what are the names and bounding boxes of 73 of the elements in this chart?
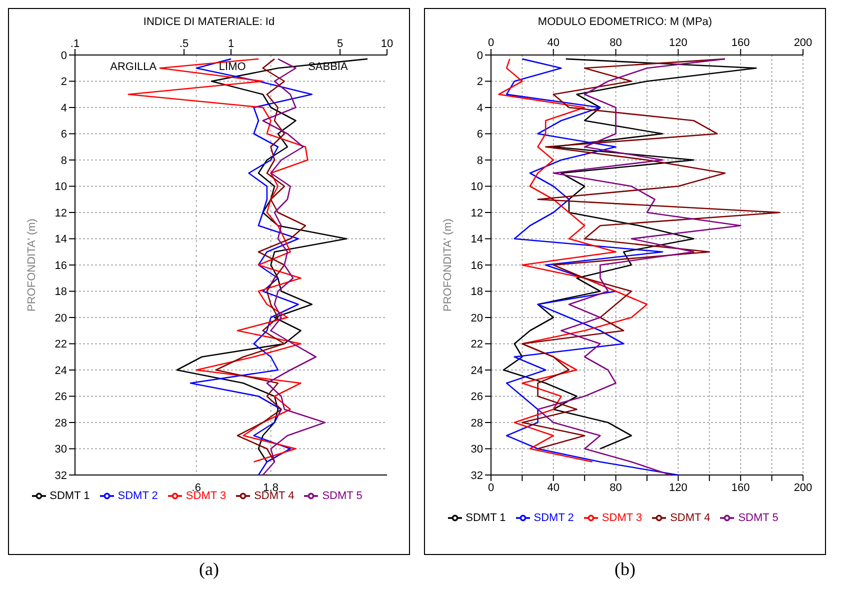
x-tick-label: .1 bbox=[70, 38, 80, 50]
y-tick-label: 0 bbox=[476, 50, 483, 62]
x-tick-label: 120 bbox=[669, 37, 688, 49]
legend-label: SDMT 3 bbox=[602, 512, 642, 524]
legend-label: SDMT 2 bbox=[118, 490, 158, 502]
y-tick-label: 24 bbox=[470, 364, 483, 377]
y-tick-label: 4 bbox=[476, 102, 483, 114]
y-tick-label: 2 bbox=[476, 76, 483, 88]
x2-tick-label: 120 bbox=[669, 482, 688, 494]
line-series bbox=[537, 58, 742, 475]
line-series bbox=[502, 58, 757, 450]
y-tick-label: 30 bbox=[470, 444, 483, 456]
y-tick-label: 32 bbox=[470, 470, 483, 482]
y-tick-label: 26 bbox=[470, 391, 483, 404]
y-tick-label: 18 bbox=[470, 286, 483, 298]
y-tick-label: 8 bbox=[476, 154, 483, 167]
x2-tick-label: 0 bbox=[488, 482, 494, 494]
x2-tick-label: 80 bbox=[610, 482, 622, 494]
y-axis-title: PROFONDITA' (m) bbox=[26, 218, 38, 312]
x2-tick-label: 160 bbox=[731, 482, 750, 494]
legend-label: SDMT 4 bbox=[670, 512, 710, 524]
y-axis-title: PROFONDITA' (m) bbox=[442, 218, 454, 312]
x-tick-label: 0 bbox=[488, 37, 494, 49]
x-tick-label: 40 bbox=[547, 37, 560, 49]
y-tick-label: 16 bbox=[470, 260, 483, 272]
y-tick-label: 30 bbox=[54, 444, 67, 456]
annotation: LIMO bbox=[218, 61, 246, 73]
y-tick-label: 20 bbox=[470, 312, 483, 324]
y-tick-label: 14 bbox=[470, 234, 483, 246]
y-tick-label: 8 bbox=[60, 154, 67, 167]
legend-label: SDMT 1 bbox=[466, 512, 506, 524]
chart-title: INDICE DI MATERIALE: Id bbox=[142, 15, 276, 29]
x2-tick-label: 200 bbox=[794, 482, 812, 494]
text: (b) bbox=[614, 559, 636, 580]
legend-label: SDMT 1 bbox=[50, 490, 90, 502]
line-series bbox=[498, 58, 648, 463]
x-tick-label: 80 bbox=[610, 37, 622, 49]
annotation: ARGILLA bbox=[110, 61, 157, 73]
chart-title: MODULO EDOMETRICO: M (MPa) bbox=[536, 15, 714, 29]
x-tick-label: 1 bbox=[228, 38, 234, 50]
y-tick-label: 26 bbox=[54, 391, 67, 404]
x-tick-label: 160 bbox=[731, 37, 750, 49]
x-tick-label: 5 bbox=[336, 38, 344, 50]
y-tick-label: 32 bbox=[54, 470, 67, 482]
y-tick-label: 12 bbox=[54, 207, 67, 220]
y-tick-label: 22 bbox=[470, 338, 483, 351]
y-tick-label: 16 bbox=[54, 260, 67, 272]
y-tick-label: 28 bbox=[470, 417, 483, 430]
line-series bbox=[522, 58, 780, 450]
y-tick-label: 24 bbox=[54, 364, 67, 377]
legend-label: SDMT 3 bbox=[186, 490, 226, 502]
y-tick-label: 6 bbox=[60, 128, 67, 141]
legend-label: SDMT 5 bbox=[322, 490, 362, 502]
y-tick-label: 28 bbox=[54, 417, 67, 430]
legend-label: SDMT 5 bbox=[738, 512, 778, 524]
x-tick-label: 200 bbox=[794, 37, 812, 49]
x-tick-label: 10 bbox=[380, 38, 394, 50]
y-tick-label: 0 bbox=[60, 50, 67, 62]
x-tick-label: .5 bbox=[179, 38, 189, 50]
y-tick-label: 12 bbox=[470, 207, 483, 220]
y-tick-label: 14 bbox=[54, 234, 67, 246]
x2-tick-label: 40 bbox=[547, 482, 560, 494]
y-tick-label: 20 bbox=[54, 312, 67, 324]
y-tick-label: 4 bbox=[60, 102, 67, 114]
y-tick-label: 22 bbox=[54, 338, 67, 351]
text: (a) bbox=[198, 559, 220, 580]
y-tick-label: 10 bbox=[470, 181, 483, 194]
y-tick-label: 6 bbox=[476, 128, 483, 141]
y-tick-label: 2 bbox=[60, 76, 67, 88]
y-tick-label: 10 bbox=[54, 181, 67, 194]
y-tick-label: 18 bbox=[54, 286, 67, 298]
line-series bbox=[506, 58, 679, 475]
legend-label: SDMT 2 bbox=[534, 512, 574, 524]
